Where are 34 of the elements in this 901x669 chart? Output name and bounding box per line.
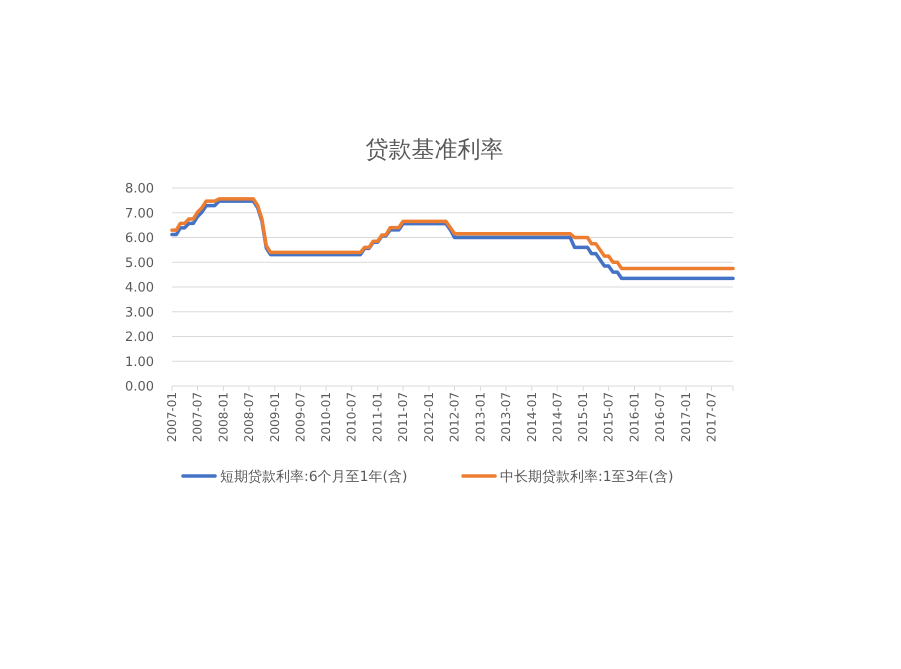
x-tick-label: 2016-07 — [653, 392, 668, 442]
y-tick-label: 2.00 — [125, 330, 154, 346]
x-tick-label: 2013-01 — [473, 392, 488, 442]
x-tick-label: 2014-07 — [550, 392, 564, 442]
x-tick-label: 2010-07 — [344, 392, 359, 442]
x-tick-label: 2015-01 — [576, 392, 590, 442]
y-tick-label: 4.00 — [125, 280, 154, 296]
y-tick-label: 7.00 — [125, 206, 154, 222]
legend-label: 短期贷款利率:6个月至1年(含) — [220, 468, 408, 485]
x-tick-label: 2009-07 — [293, 392, 308, 442]
x-tick-label: 2008-07 — [242, 392, 256, 442]
x-tick-label: 2015-07 — [602, 392, 616, 442]
x-tick-label: 2011-07 — [396, 392, 410, 442]
y-tick-label: 1.00 — [125, 354, 154, 370]
y-tick-label: 6.00 — [125, 231, 154, 246]
x-tick-label: 2017-07 — [704, 392, 718, 442]
y-tick-label: 5.00 — [125, 256, 154, 271]
x-tick-label: 2014-01 — [524, 392, 539, 442]
legend-label: 中长期贷款利率:1至3年(含) — [500, 468, 674, 485]
x-tick-label: 2007-07 — [190, 392, 204, 442]
y-tick-label: 8.00 — [125, 182, 154, 197]
x-tick-label: 2017-01 — [679, 392, 694, 442]
x-tick-label: 2013-07 — [498, 392, 513, 442]
y-tick-label: 0.00 — [125, 380, 154, 395]
x-tick-label: 2011-01 — [370, 392, 385, 442]
x-tick-label: 2008-01 — [216, 392, 230, 442]
x-tick-label: 2012-01 — [422, 392, 436, 442]
x-tick-label: 2012-07 — [448, 392, 462, 442]
x-tick-label: 2009-01 — [268, 392, 282, 442]
x-tick-label: 2007-01 — [165, 392, 179, 442]
chart-title: 贷款基准利率 — [366, 137, 504, 163]
x-tick-label: 2010-01 — [319, 392, 334, 442]
x-tick-label: 2016-01 — [628, 392, 642, 442]
y-tick-label: 3.00 — [125, 305, 154, 320]
